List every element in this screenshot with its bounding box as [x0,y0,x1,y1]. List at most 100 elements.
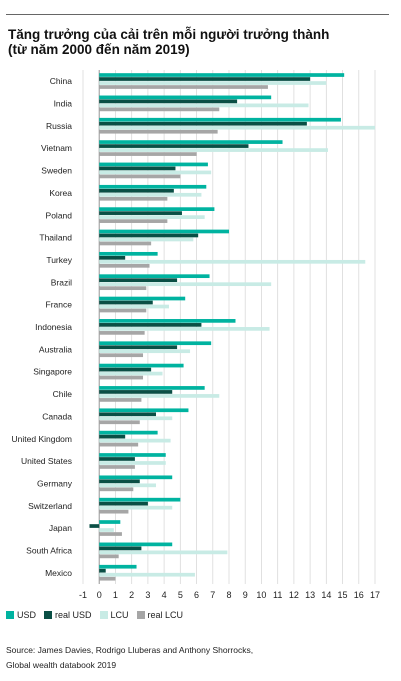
bar-real-lcu [99,465,135,469]
bar-lcu [99,438,171,443]
x-tick-label: 10 [256,590,266,600]
x-tick-label: 5 [178,590,183,600]
x-tick-label: 15 [338,590,348,600]
bar-real-usd [99,278,178,283]
category-label: Australia [39,344,72,354]
bar-usd [99,162,208,167]
bar-real-usd [99,546,142,551]
bar-real-lcu [99,554,119,559]
x-tick-label: 3 [145,590,150,600]
bar-real-lcu [99,487,134,492]
bar-real-lcu [99,152,197,156]
bar-lcu [99,349,191,354]
category-label: Germany [37,478,73,488]
bar-real-usd [99,144,249,148]
bar-real-lcu [99,129,218,134]
bar-real-lcu [99,308,147,313]
x-tick-label: 13 [305,590,315,600]
bar-real-usd [99,323,202,327]
bar-real-lcu [99,576,116,581]
bar-real-usd [99,166,176,171]
bar-lcu [99,394,220,398]
bar-chart: -1 0 1 2 3 4 5 6 7 8 9 10 11 12 13 14 15 16 17ChinaIndiaRu… [12,70,380,600]
category-label: Singapore [33,367,72,377]
bar-lcu [99,215,205,219]
chart-subtitle: (từ năm 2000 đến năm 2019) [8,42,190,57]
bar-real-lcu [99,241,152,246]
bar-usd [99,497,181,502]
bar-lcu [99,148,328,152]
bar-real-lcu [99,353,144,358]
bar-lcu [99,282,272,287]
category-label: Turkey [46,255,72,265]
bar-lcu [99,505,173,510]
bar-real-usd [99,434,126,439]
bar-real-lcu [99,263,150,268]
bar-lcu [99,304,169,309]
category-label: China [50,76,72,86]
bar-real-usd [99,255,126,260]
legend-swatch [99,611,108,619]
bar-usd [99,542,173,547]
legend-swatch [44,611,53,619]
bar-real-usd [99,211,182,215]
category-label: United Kingdom [12,434,72,444]
bar-real-lcu [99,398,142,402]
bar-real-lcu [99,219,168,223]
source-note-line2: Global wealth databook 2019 [6,660,117,670]
x-tick-label: 14 [321,590,331,600]
bar-usd [99,386,205,390]
bar-real-usd [99,501,148,506]
category-label: India [54,99,73,109]
legend-item: real USD [44,610,92,620]
bar-lcu [99,237,194,242]
bar-usd [99,341,212,346]
bar-real-usd [99,457,135,461]
bar-lcu [99,483,156,488]
bar-real-usd [99,188,174,193]
bar-lcu [99,170,212,175]
bar-usd [99,319,236,323]
x-tick-label: 2 [129,590,134,600]
category-label: Indonesia [35,322,72,332]
bar-lcu [99,416,173,421]
legend-item: USD [6,610,36,620]
bar-lcu [99,125,375,130]
bar-real-usd [99,121,307,126]
legend-label: real USD [55,610,92,620]
bar-lcu [99,192,202,197]
x-tick-label: 7 [210,590,215,600]
bar-lcu [99,81,327,85]
category-label: Korea [49,188,72,198]
bar-real-usd [99,233,199,238]
x-tick-label: 17 [370,590,380,600]
legend-item: real LCU [136,610,183,620]
bar-real-lcu [99,420,140,425]
x-tick-label: 1 [113,590,118,600]
bar-lcu [99,528,114,532]
category-label: France [46,300,73,310]
bar-usd [99,140,283,144]
x-tick-label: 6 [194,590,199,600]
category-label: Russia [46,121,72,131]
bar-real-lcu [99,509,129,514]
bar-usd [99,117,341,122]
bar-usd [99,430,158,435]
bar-lcu [99,572,195,577]
legend-swatch [6,611,14,619]
bar-real-lcu [99,442,139,447]
bar-real-lcu [99,532,122,536]
bar-real-lcu [99,286,147,291]
legend: USD real USD LCU real LCU [6,610,191,621]
category-label: Thailand [39,233,72,243]
bar-real-usd [99,77,311,81]
bar-usd [99,73,345,77]
bar-real-usd [99,99,238,104]
x-tick-label: 11 [273,590,282,600]
category-label: United States [21,456,72,466]
bar-lcu [99,327,270,331]
category-label: Canada [42,411,72,421]
bar-real-usd [99,568,106,573]
legend-swatch [136,611,145,619]
bar-real-usd [99,300,153,305]
